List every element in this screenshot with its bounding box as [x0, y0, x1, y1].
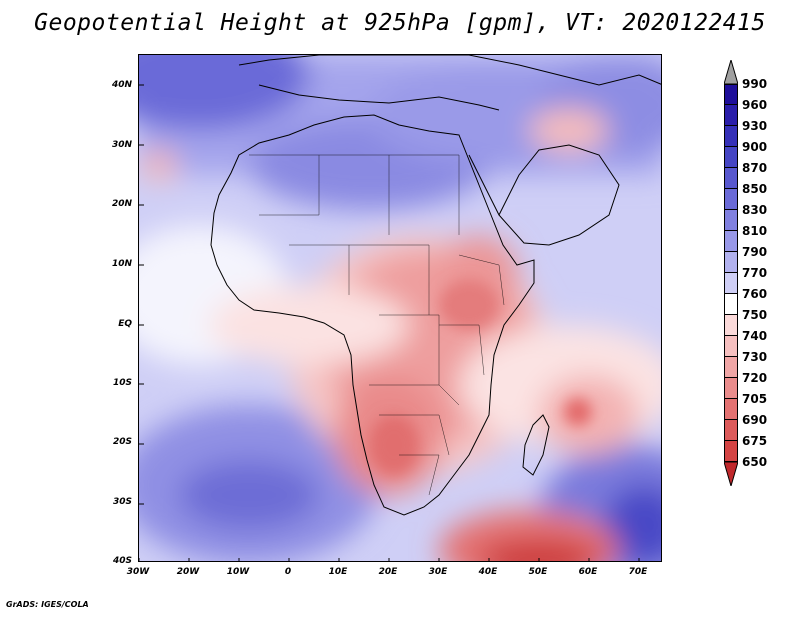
red-sea: [468, 154, 500, 216]
lat-label-10n: 10N: [111, 259, 132, 269]
colorbar-label-770: 770: [742, 266, 768, 280]
colorbar-label-740: 740: [742, 329, 768, 343]
colorbar-label-675: 675: [742, 434, 768, 448]
colorbar-swatch-990: [724, 84, 738, 105]
colorbar-label-690: 690: [742, 413, 768, 427]
mediterranean-coast: [258, 84, 500, 111]
colorbar-swatch-770: [724, 273, 738, 294]
colorbar-swatch-870: [724, 168, 738, 189]
colorbar-swatch-730: [724, 357, 738, 378]
colorbar-label-830: 830: [742, 203, 768, 217]
tick-marks: [139, 84, 640, 561]
colorbar-label-650: 650: [742, 455, 768, 469]
lon-label-20e: 20E: [378, 567, 398, 577]
lon-label-40e: 40E: [478, 567, 498, 577]
colorbar-label-750: 750: [742, 308, 768, 322]
lat-label-30n: 30N: [111, 140, 132, 150]
lon-label-70e: 70E: [628, 567, 648, 577]
colorbar-label-705: 705: [742, 392, 768, 406]
colorbar-label-760: 760: [742, 287, 768, 301]
colorbar-label-960: 960: [742, 98, 768, 112]
arabia-coastline: [498, 144, 620, 246]
lat-label-20n: 20N: [111, 199, 132, 209]
lon-label-60e: 60E: [578, 567, 598, 577]
colorbar-label-720: 720: [742, 371, 768, 385]
colorbar-swatch-850: [724, 189, 738, 210]
lat-label-40n: 40N: [111, 80, 132, 90]
lon-label-30w: 30W: [126, 567, 150, 577]
colorbar-swatch-675: [724, 441, 738, 462]
colorbar-swatch-830: [724, 210, 738, 231]
colorbar-swatch-790: [724, 252, 738, 273]
colorbar-swatch-740: [724, 336, 738, 357]
country-borders: [249, 154, 505, 496]
lon-label-20w: 20W: [176, 567, 200, 577]
lat-label-10s: 10S: [112, 378, 132, 388]
lat-label-20s: 20S: [112, 437, 132, 447]
colorbar-swatch-900: [724, 147, 738, 168]
africa-coastline: [210, 114, 535, 516]
colorbar-label-730: 730: [742, 350, 768, 364]
colorbar-label-990: 990: [742, 77, 768, 91]
map-field: [139, 55, 661, 561]
colorbar-swatch-690: [724, 420, 738, 441]
lon-label-30e: 30E: [428, 567, 448, 577]
lon-label-10w: 10W: [226, 567, 250, 577]
height-field-cores: [369, 280, 592, 475]
map-plot-area: [138, 54, 662, 562]
colorbar-swatch-960: [724, 105, 738, 126]
colorbar-label-870: 870: [742, 161, 768, 175]
colorbar-swatch-750: [724, 315, 738, 336]
lon-label-50e: 50E: [528, 567, 548, 577]
colorbar-swatch-705: [724, 399, 738, 420]
coastlines: [210, 55, 661, 516]
madagascar-coastline: [522, 414, 550, 476]
colorbar: 990 960 930 900 870 850 830 810 790 770 760 750 740 7…: [720, 60, 800, 560]
colorbar-swatch-810: [724, 231, 738, 252]
europe-coastline: [238, 55, 661, 86]
colorbar-swatch-720: [724, 378, 738, 399]
lat-label-eq: EQ: [118, 319, 132, 329]
map-title: Geopotential Height at 925hPa [gpm], VT:…: [34, 10, 766, 36]
colorbar-label-850: 850: [742, 182, 768, 196]
lat-label-40s: 40S: [112, 556, 132, 566]
lon-label-0: 0: [284, 567, 292, 577]
grads-credit: GrADS: IGES/COLA: [6, 600, 89, 609]
colorbar-label-930: 930: [742, 119, 768, 133]
lon-label-10e: 10E: [328, 567, 348, 577]
lat-label-30s: 30S: [112, 497, 132, 507]
colorbar-label-900: 900: [742, 140, 768, 154]
colorbar-top-arrow: [724, 60, 738, 84]
colorbar-label-790: 790: [742, 245, 768, 259]
colorbar-swatch-930: [724, 126, 738, 147]
colorbar-bottom-arrow: [724, 462, 738, 486]
colorbar-label-810: 810: [742, 224, 768, 238]
colorbar-swatch-760: [724, 294, 738, 315]
